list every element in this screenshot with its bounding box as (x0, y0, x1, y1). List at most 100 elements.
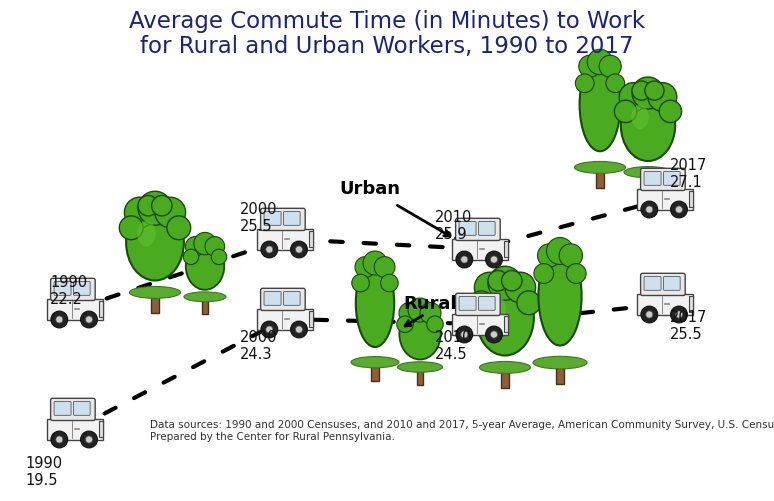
Circle shape (261, 322, 278, 338)
Circle shape (397, 316, 413, 333)
Text: Urban: Urban (340, 180, 400, 197)
Circle shape (599, 56, 622, 78)
Circle shape (645, 82, 664, 101)
Circle shape (469, 291, 493, 315)
Circle shape (138, 196, 159, 216)
FancyBboxPatch shape (663, 172, 680, 186)
Bar (689, 192, 693, 207)
Circle shape (152, 196, 172, 216)
Circle shape (290, 322, 307, 338)
Circle shape (546, 238, 574, 265)
Bar (452, 239, 508, 260)
Circle shape (676, 206, 683, 213)
Circle shape (491, 331, 498, 338)
Circle shape (408, 299, 432, 322)
FancyBboxPatch shape (459, 297, 476, 311)
Circle shape (352, 275, 369, 292)
Circle shape (670, 307, 687, 323)
Circle shape (56, 316, 63, 323)
Circle shape (534, 264, 553, 284)
Circle shape (194, 233, 216, 256)
FancyBboxPatch shape (456, 219, 500, 241)
FancyBboxPatch shape (54, 402, 71, 415)
Circle shape (80, 312, 98, 328)
FancyBboxPatch shape (283, 212, 300, 226)
Circle shape (646, 311, 652, 319)
Bar (556, 359, 564, 384)
FancyBboxPatch shape (478, 297, 495, 311)
Bar (151, 290, 159, 313)
Ellipse shape (129, 287, 180, 299)
Circle shape (485, 327, 502, 343)
Bar (99, 302, 103, 317)
Ellipse shape (184, 292, 226, 302)
Circle shape (615, 101, 637, 123)
Text: 2000
24.3: 2000 24.3 (240, 329, 278, 362)
Circle shape (567, 264, 586, 284)
Text: 2000
25.5: 2000 25.5 (240, 201, 278, 234)
Bar (47, 419, 103, 439)
Circle shape (211, 249, 227, 265)
Bar (309, 312, 313, 327)
Bar (309, 232, 313, 247)
Text: Rural: Rural (403, 295, 457, 313)
Circle shape (119, 216, 143, 240)
Text: Data sources: 1990 and 2000 Censuses, and 2010 and 2017, 5-year Average, America: Data sources: 1990 and 2000 Censuses, an… (150, 419, 774, 441)
Circle shape (587, 50, 613, 76)
FancyBboxPatch shape (478, 222, 495, 236)
Bar (504, 242, 508, 257)
Circle shape (420, 303, 441, 324)
Ellipse shape (487, 297, 506, 322)
Circle shape (488, 271, 509, 291)
Ellipse shape (476, 280, 534, 356)
Ellipse shape (351, 357, 399, 368)
Ellipse shape (398, 362, 443, 373)
FancyBboxPatch shape (50, 279, 95, 301)
Bar (502, 364, 509, 388)
Circle shape (632, 82, 651, 101)
Bar (257, 309, 313, 330)
Bar (257, 229, 313, 250)
Bar (99, 421, 103, 437)
Circle shape (491, 257, 498, 264)
Circle shape (474, 273, 505, 303)
Circle shape (85, 316, 93, 323)
Circle shape (426, 316, 444, 333)
Ellipse shape (533, 357, 587, 369)
Bar (637, 294, 693, 315)
Circle shape (51, 312, 67, 328)
Bar (689, 297, 693, 312)
Ellipse shape (399, 309, 440, 360)
FancyBboxPatch shape (283, 292, 300, 306)
Circle shape (85, 436, 93, 443)
FancyBboxPatch shape (74, 282, 90, 296)
FancyBboxPatch shape (644, 172, 661, 186)
Circle shape (125, 198, 155, 228)
Bar (416, 364, 423, 385)
Bar (372, 359, 378, 382)
Circle shape (355, 257, 376, 278)
FancyBboxPatch shape (261, 209, 305, 231)
Circle shape (485, 252, 502, 269)
Circle shape (461, 257, 467, 264)
FancyBboxPatch shape (456, 294, 500, 316)
Bar (47, 299, 103, 320)
Ellipse shape (624, 167, 672, 178)
Circle shape (646, 206, 652, 213)
FancyBboxPatch shape (264, 292, 281, 306)
Circle shape (205, 237, 224, 257)
Bar (596, 165, 604, 188)
FancyBboxPatch shape (663, 277, 680, 291)
Circle shape (606, 75, 625, 93)
Text: Average Commute Time (in Minutes) to Work: Average Commute Time (in Minutes) to Wor… (129, 10, 645, 33)
Ellipse shape (126, 204, 184, 281)
Circle shape (619, 84, 648, 112)
Circle shape (167, 216, 190, 240)
Ellipse shape (580, 59, 621, 152)
Ellipse shape (574, 162, 625, 174)
Circle shape (670, 202, 687, 218)
Circle shape (517, 291, 541, 315)
Circle shape (296, 246, 303, 254)
Ellipse shape (186, 242, 224, 290)
Circle shape (502, 271, 522, 291)
